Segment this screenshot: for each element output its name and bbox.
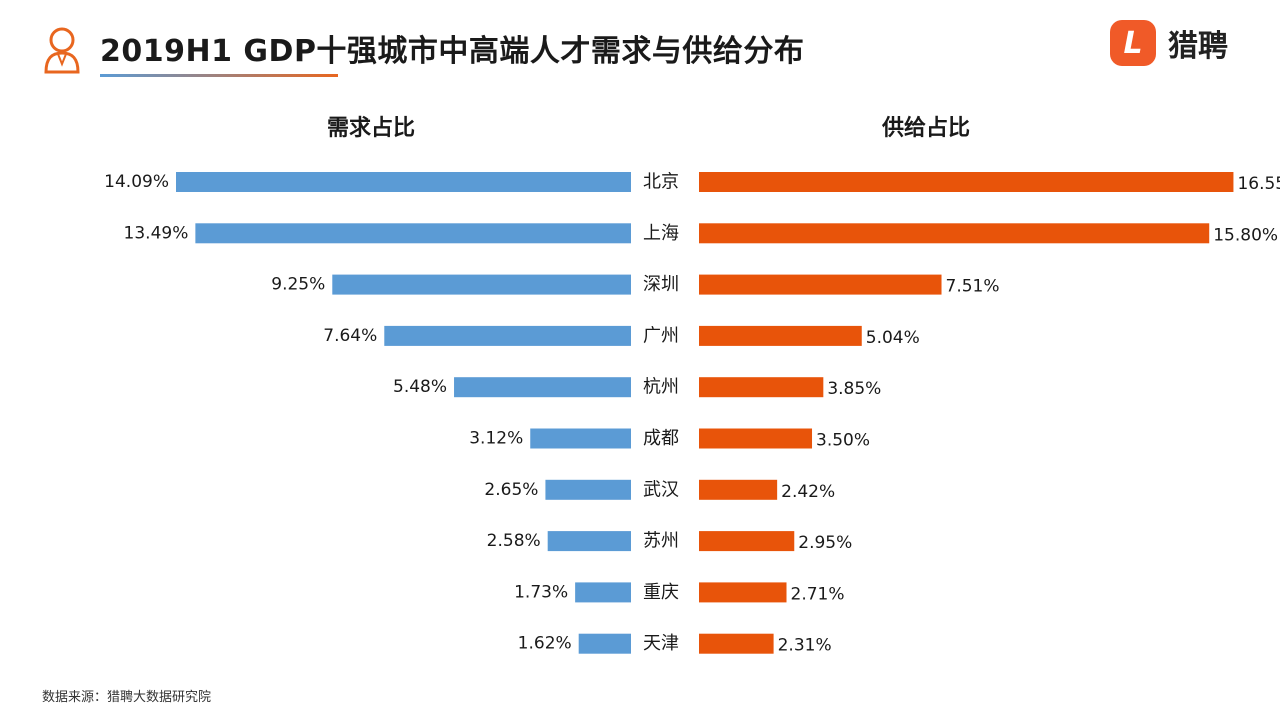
supply-value-label: 3.50% <box>816 431 870 451</box>
supply-value-label: 7.51% <box>946 277 1000 297</box>
supply-bar <box>699 479 778 500</box>
city-label: 深圳 <box>643 274 679 295</box>
logo-text: 猎聘 <box>1168 29 1228 64</box>
supply-bar <box>699 633 774 654</box>
supply-bar <box>699 325 862 346</box>
demand-value-label: 13.49% <box>124 223 189 243</box>
demand-value-label: 9.25% <box>271 275 325 295</box>
supply-value-label: 15.80% <box>1213 225 1278 245</box>
demand-bar <box>176 172 631 192</box>
supply-bar <box>699 223 1210 244</box>
demand-bar <box>332 274 631 295</box>
source-note: 数据来源：猎聘大数据研究院 <box>42 690 212 705</box>
supply-value-label: 16.55% <box>1237 174 1280 194</box>
city-label: 苏州 <box>643 531 679 552</box>
demand-bar <box>575 582 631 603</box>
demand-bar <box>195 223 632 244</box>
demand-value-label: 2.58% <box>487 531 541 551</box>
city-label: 上海 <box>643 223 679 244</box>
supply-bar <box>699 274 942 295</box>
supply-bar <box>699 428 813 449</box>
brand-logo: L 猎聘 <box>1110 20 1228 66</box>
demand-bar <box>547 531 631 552</box>
logo-l-icon: L <box>1110 20 1156 66</box>
demand-value-label: 5.48% <box>393 377 447 397</box>
demand-bar <box>545 479 631 500</box>
city-label: 广州 <box>643 325 679 346</box>
supply-value-label: 5.04% <box>866 328 920 348</box>
title-underline <box>100 74 338 77</box>
supply-value-label: 2.95% <box>798 533 852 553</box>
demand-value-label: 1.73% <box>514 582 568 602</box>
supply-value-label: 2.42% <box>781 482 835 502</box>
page-title: 2019H1 GDP十强城市中高端人才需求与供给分布 <box>100 34 805 69</box>
demand-value-label: 2.65% <box>484 480 538 500</box>
demand-bar <box>578 633 631 654</box>
supply-value-label: 3.85% <box>827 379 881 399</box>
demand-bar <box>530 428 631 449</box>
supply-bar <box>699 377 824 398</box>
demand-title: 需求占比 <box>327 116 416 141</box>
demand-value-label: 3.12% <box>469 429 523 449</box>
person-avatar-icon <box>44 27 80 74</box>
supply-value-label: 2.71% <box>791 584 845 604</box>
city-label: 杭州 <box>643 377 679 398</box>
city-label: 北京 <box>643 172 679 193</box>
demand-bar <box>384 325 631 346</box>
demand-bar <box>454 377 631 398</box>
supply-bar <box>699 582 787 603</box>
demand-value-label: 7.64% <box>323 326 377 346</box>
demand-value-label: 1.62% <box>518 634 572 654</box>
supply-bar <box>699 172 1234 192</box>
city-label: 天津 <box>643 633 679 654</box>
city-label: 武汉 <box>643 479 679 500</box>
supply-bar <box>699 531 795 552</box>
city-label: 成都 <box>643 428 679 449</box>
demand-value-label: 14.09% <box>104 172 169 192</box>
city-label: 重庆 <box>643 582 679 603</box>
supply-title: 供给占比 <box>882 116 971 141</box>
supply-value-label: 2.31% <box>778 636 832 656</box>
